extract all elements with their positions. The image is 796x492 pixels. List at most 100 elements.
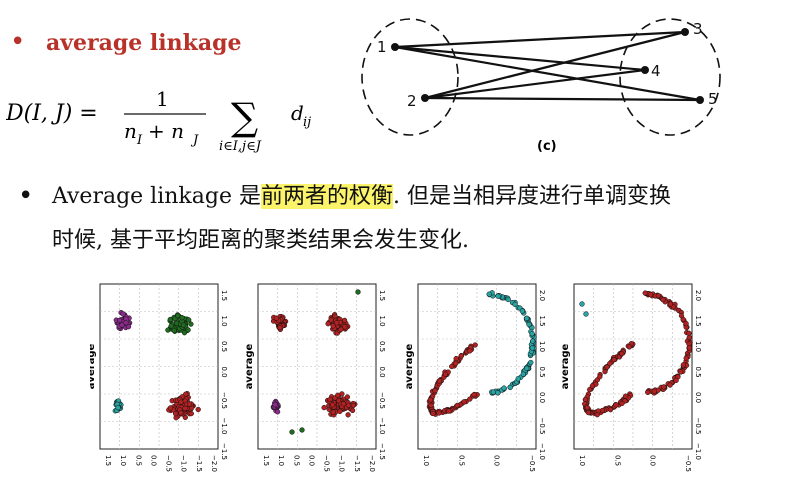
data-point (179, 315, 185, 321)
data-point (181, 330, 188, 336)
data-point (461, 399, 467, 405)
data-point (180, 322, 187, 328)
data-point (584, 404, 591, 411)
data-point (442, 371, 449, 377)
data-point (454, 402, 460, 409)
data-point (622, 393, 629, 399)
y-tick-label: 1.0 (220, 316, 228, 327)
x-tick-label: 1.5 (262, 455, 270, 466)
node-label-5: 5 (708, 90, 718, 108)
x-tick-label: −1.0 (180, 455, 188, 472)
data-point (185, 327, 191, 333)
data-point (123, 320, 129, 326)
x-tick-label: 0.0 (307, 455, 315, 466)
x-tick-label: 0.5 (613, 455, 621, 466)
sum-symbol: ∑ (231, 95, 258, 139)
axis-label-average: average (90, 343, 97, 389)
bullet-marker-2: • (18, 181, 34, 211)
node-label-1: 1 (377, 38, 387, 56)
data-point (501, 385, 507, 391)
data-point (528, 359, 534, 366)
data-point (526, 321, 532, 328)
data-point (486, 291, 492, 297)
data-point (355, 289, 361, 295)
paragraph-line-1-pre: Average linkage 是 (52, 184, 261, 209)
data-point (327, 396, 333, 403)
y-tick-label: 1.5 (220, 290, 228, 301)
data-point (619, 400, 625, 407)
heading-average-linkage: average linkage (46, 30, 242, 56)
data-point (328, 317, 334, 323)
bullet-marker: • (10, 27, 26, 57)
x-tick-label: 1.5 (104, 455, 112, 466)
x-tick-label: −2.0 (210, 455, 218, 472)
data-point (626, 344, 633, 350)
sum-subscript: i∈I,j∈J (219, 139, 262, 154)
data-point (607, 360, 613, 367)
data-point (607, 407, 614, 413)
x-tick-label: −1.0 (338, 455, 346, 472)
data-point (645, 389, 651, 396)
data-point (167, 316, 173, 323)
axis-label-average: average (560, 343, 571, 389)
data-point (427, 397, 434, 403)
data-point (680, 362, 687, 368)
linkage-edges (394, 30, 701, 102)
formula-numerator: 1 (156, 87, 169, 111)
data-point (582, 396, 589, 403)
paragraph-line-1-post: . 但是当相异度进行单调变换 (392, 184, 671, 209)
y-tick-label: 0.0 (538, 392, 546, 403)
node-4 (641, 66, 649, 74)
cluster-left-outline (361, 18, 459, 136)
y-tick-label: −1.0 (694, 443, 702, 460)
node-5 (696, 96, 704, 104)
data-point (330, 323, 336, 329)
y-tick-label: 0.5 (694, 367, 702, 378)
data-point (467, 396, 473, 402)
y-tick-label: 0.5 (538, 367, 546, 378)
y-tick-label: 1.0 (538, 341, 546, 352)
x-tick-label: −0.5 (528, 455, 536, 472)
data-point (655, 293, 662, 299)
data-point (524, 315, 530, 321)
x-tick-label: 0.5 (292, 455, 300, 466)
y-tick-label: 0.0 (694, 392, 702, 403)
y-tick-label: 1.5 (538, 316, 546, 327)
y-tick-label: 0.0 (220, 367, 228, 378)
x-tick-label: −0.5 (165, 455, 173, 472)
data-point (495, 293, 501, 299)
data-point (338, 326, 344, 333)
x-tick-label: 1.0 (578, 455, 586, 466)
data-point (289, 429, 295, 435)
data-point (350, 402, 356, 409)
y-tick-label: 1.5 (378, 290, 386, 301)
x-tick-label: 1.0 (119, 455, 127, 466)
data-point (195, 406, 201, 413)
data-point (515, 376, 521, 382)
formula-lhs: D(I, J) = (6, 101, 98, 126)
data-point (529, 331, 535, 337)
y-tick-label: 0.0 (378, 367, 386, 378)
data-point (453, 360, 459, 367)
data-point (175, 313, 181, 319)
linkage-diagram: 1 2 3 4 5 (c) (361, 18, 721, 154)
data-point (446, 408, 452, 414)
axis-label-average: average (244, 343, 255, 389)
data-point (345, 412, 351, 418)
average-linkage-formula: D(I, J) = 1 n I + n J ∑ i∈I,j∈J d ij (6, 87, 311, 154)
x-tick-label: −1.5 (353, 455, 361, 472)
data-point (432, 387, 438, 394)
data-point (583, 311, 589, 317)
y-tick-label: −1.5 (220, 443, 228, 460)
data-point (673, 377, 679, 384)
diagram-nodes (391, 28, 704, 104)
data-point (116, 317, 123, 324)
node-label-4: 4 (651, 62, 661, 80)
node-label-2: 2 (407, 92, 417, 110)
formula-sub-i: I (136, 133, 143, 148)
data-point (594, 412, 600, 418)
data-point (490, 389, 496, 395)
